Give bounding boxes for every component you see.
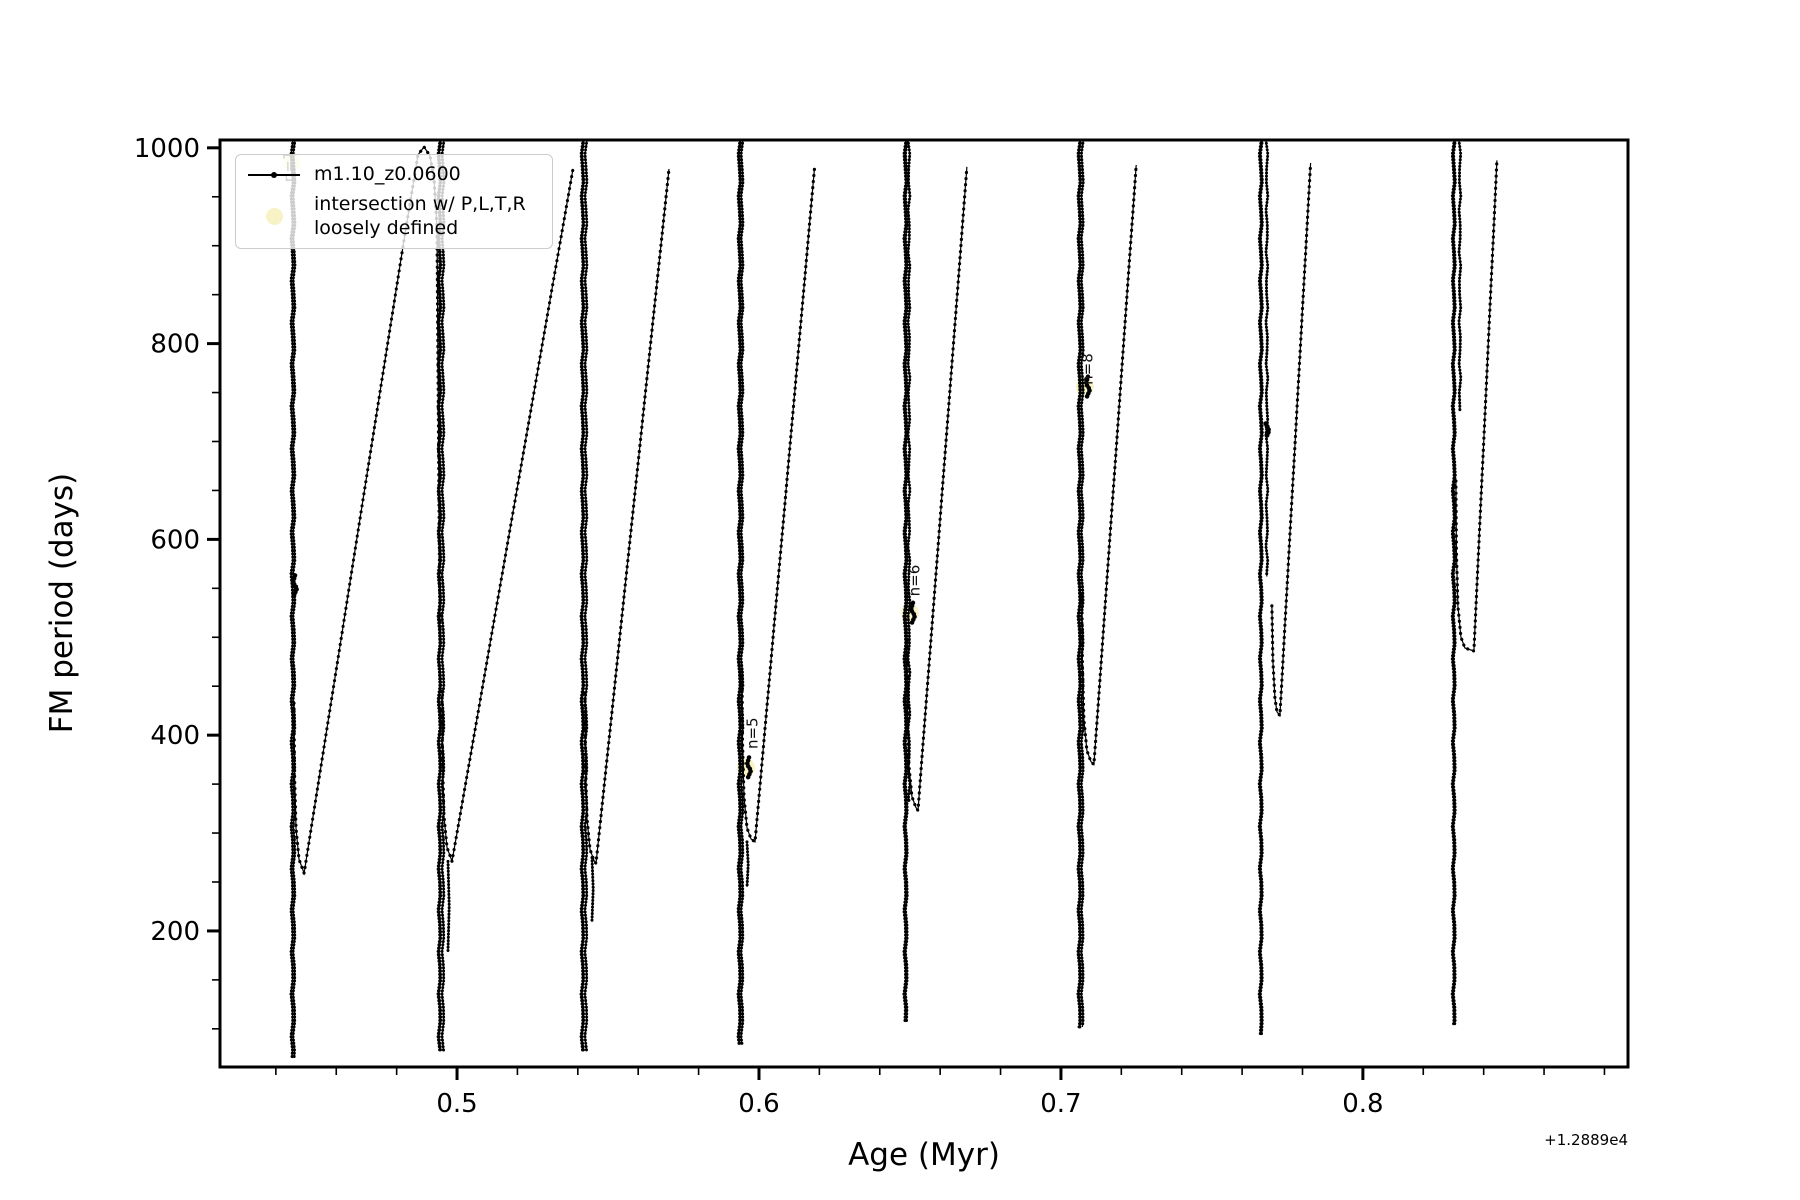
- curve-spike-secondary-markers: [906, 140, 912, 803]
- curve-knot: [908, 600, 918, 626]
- curve-dip: [906, 166, 968, 813]
- curve-dip-markers: [440, 167, 575, 862]
- curve-dip-markers: [583, 167, 671, 868]
- y-tick-label: 600: [150, 525, 200, 555]
- curve-dip-markers: [1454, 158, 1499, 654]
- legend-circle-marker-icon: [248, 208, 300, 225]
- curve-spike-markers: [1258, 140, 1264, 1036]
- curve-dip-markers: [905, 165, 969, 816]
- curve-spike-markers: [1077, 140, 1083, 1029]
- y-axis-label: FM period (days): [44, 473, 80, 733]
- curve-dip-markers: [740, 166, 817, 845]
- curve-spike-markers: [1451, 140, 1457, 1027]
- curve-dip-markers: [1270, 161, 1313, 721]
- x-tick-label: 0.7: [1040, 1089, 1081, 1119]
- curve-spike-markers: [440, 140, 446, 1052]
- curve-spike-markers: [580, 140, 586, 1053]
- legend-intersection-label: intersection w/ P,L,T,R loosely defined: [314, 192, 526, 239]
- curve-dip: [1271, 162, 1312, 718]
- curve-spike-secondary-markers: [1457, 140, 1463, 413]
- curve-spike-markers: [737, 140, 743, 1046]
- curve-spike-markers: [437, 140, 443, 1052]
- curve-spike-markers: [289, 140, 295, 1059]
- curve-spike-markers: [583, 140, 589, 1053]
- x-tick-label: 0.6: [738, 1089, 779, 1119]
- x-axis-offset-text: +1.2889e4: [1544, 1131, 1628, 1149]
- x-tick-label: 0.5: [436, 1089, 477, 1119]
- curve-spike-markers: [903, 140, 909, 1024]
- curve-knot: [290, 573, 300, 598]
- y-tick-label: 200: [150, 917, 200, 947]
- x-tick-label: 0.8: [1342, 1089, 1383, 1119]
- curve-blob: [1263, 421, 1272, 441]
- curve-knot: [1083, 374, 1093, 399]
- mode-annotation: n=5: [743, 717, 761, 749]
- legend-entry-series: m1.10_z0.0600: [248, 163, 542, 187]
- curve-spike-markers: [902, 140, 908, 1024]
- y-tick-label: 400: [150, 721, 200, 751]
- curve-mini-spike-markers: [590, 856, 595, 922]
- curve-mini-spike-markers: [745, 840, 750, 889]
- curve-dip: [1081, 164, 1137, 766]
- legend-line-marker-icon: [248, 171, 300, 178]
- curve-dip: [293, 145, 441, 876]
- curve-spike-markers: [1079, 140, 1085, 1029]
- mode-annotation: n=8: [1079, 353, 1097, 385]
- curve-dip: [584, 168, 670, 866]
- curve-spike-markers: [1257, 140, 1263, 1036]
- curve-dip-markers: [1080, 163, 1138, 769]
- curve-spike-markers: [291, 140, 297, 1059]
- curve-spike-secondary-markers: [1264, 140, 1270, 579]
- legend: m1.10_z0.0600 intersection w/ P,L,T,R lo…: [235, 154, 553, 250]
- mode-annotation: n=6: [906, 565, 924, 597]
- curve-spike-markers: [739, 140, 745, 1046]
- axes-spines: [218, 138, 1630, 1069]
- y-tick-label: 800: [150, 330, 200, 360]
- curve-knot: [744, 755, 754, 780]
- y-tick-label: 1000: [134, 134, 200, 164]
- x-axis-label: Age (Myr): [848, 1137, 1000, 1173]
- legend-series-label: m1.10_z0.0600: [314, 163, 461, 185]
- curve-spike-markers: [1450, 140, 1456, 1027]
- curve-dip-markers: [292, 144, 442, 880]
- curve-mini-spike: [447, 861, 450, 951]
- legend-entry-intersection: intersection w/ P,L,T,R loosely defined: [248, 193, 542, 241]
